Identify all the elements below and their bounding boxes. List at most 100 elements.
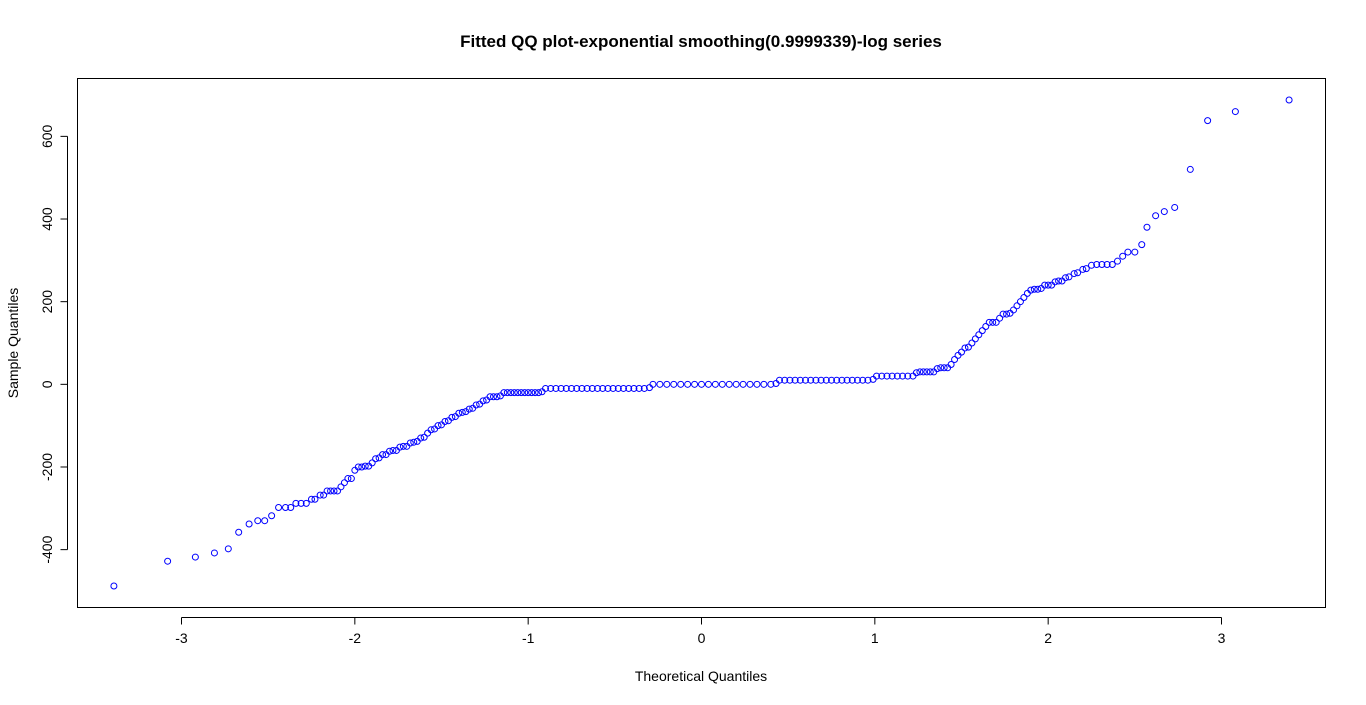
data-point	[989, 318, 997, 326]
data-point	[110, 582, 118, 590]
data-point	[992, 318, 1000, 326]
data-point	[1023, 289, 1031, 297]
data-point	[776, 376, 783, 384]
data-point	[599, 384, 607, 392]
data-point	[379, 451, 387, 459]
data-point	[1204, 117, 1212, 125]
data-point	[796, 376, 804, 384]
data-point	[923, 368, 931, 376]
data-point	[625, 384, 633, 392]
data-point	[1138, 241, 1146, 249]
data-point	[521, 389, 529, 397]
data-point	[524, 389, 532, 397]
x-tick-label: -2	[349, 630, 362, 646]
data-point	[670, 380, 678, 388]
data-point	[275, 503, 283, 511]
x-tick-label: 3	[1218, 630, 1226, 646]
data-point	[344, 475, 352, 483]
data-point	[704, 380, 712, 388]
data-point	[438, 421, 445, 429]
data-point	[282, 503, 289, 511]
data-point	[455, 409, 463, 417]
data-point	[552, 384, 560, 392]
data-point	[916, 368, 924, 376]
data-point	[444, 417, 452, 425]
data-point	[640, 384, 648, 392]
data-point	[964, 343, 972, 351]
data-point	[961, 344, 969, 352]
data-point	[781, 376, 789, 384]
data-point	[904, 372, 912, 380]
data-point	[812, 376, 820, 384]
data-point	[1016, 298, 1024, 306]
data-point	[417, 434, 425, 442]
data-point	[493, 393, 501, 401]
data-point	[975, 331, 983, 339]
data-point	[1231, 108, 1239, 116]
data-point	[854, 376, 861, 384]
data-point	[878, 372, 886, 380]
data-point	[292, 499, 300, 507]
data-point	[630, 384, 638, 392]
data-point	[406, 439, 414, 447]
data-point	[1030, 285, 1038, 293]
data-point	[327, 487, 335, 495]
data-point	[691, 380, 699, 388]
data-point	[1034, 285, 1042, 293]
data-point	[978, 327, 986, 335]
data-point	[1055, 277, 1063, 285]
data-point	[413, 437, 421, 445]
data-point	[1062, 274, 1069, 282]
data-point	[448, 413, 456, 421]
data-point	[486, 393, 494, 401]
data-point	[476, 400, 484, 408]
data-point	[888, 372, 896, 380]
data-point	[254, 517, 262, 525]
data-point	[358, 463, 366, 471]
data-point	[1088, 261, 1095, 269]
y-axis: -400 -200 0 200 400 600	[39, 124, 68, 564]
data-point	[919, 368, 927, 376]
data-point	[873, 372, 881, 380]
data-point	[1082, 265, 1090, 273]
data-point	[1093, 260, 1101, 268]
data-point	[1143, 223, 1151, 231]
y-tick-label: -200	[39, 453, 55, 481]
data-point	[620, 384, 627, 392]
data-point	[1108, 260, 1116, 268]
data-point	[302, 499, 310, 507]
data-point	[531, 389, 539, 397]
data-point	[420, 433, 428, 441]
data-point	[354, 463, 362, 471]
data-point	[739, 380, 747, 388]
data-point	[479, 397, 487, 405]
data-point	[791, 376, 799, 384]
data-point	[472, 401, 480, 409]
data-point	[311, 495, 319, 503]
data-point	[330, 487, 338, 495]
data-point	[677, 380, 685, 388]
x-axis: -3 -2 -1 0 1 2 3	[175, 617, 1226, 646]
data-point	[1070, 270, 1078, 278]
data-point	[340, 479, 348, 487]
data-point	[562, 384, 570, 392]
data-point	[926, 368, 934, 376]
data-point	[760, 380, 768, 388]
data-point	[389, 446, 397, 454]
data-point	[1152, 212, 1160, 220]
data-point	[649, 380, 657, 388]
data-point	[469, 404, 477, 412]
x-tick-label: -3	[175, 630, 188, 646]
data-point	[1074, 269, 1082, 277]
data-point	[1079, 265, 1087, 273]
data-point	[451, 413, 459, 421]
data-point	[822, 376, 830, 384]
y-tick-label: 600	[39, 124, 55, 148]
data-point	[538, 388, 546, 396]
data-point	[746, 380, 754, 388]
data-point	[514, 389, 522, 397]
y-tick-label: -400	[39, 535, 55, 563]
data-point	[375, 454, 383, 462]
data-point	[588, 384, 596, 392]
data-point	[951, 356, 959, 364]
